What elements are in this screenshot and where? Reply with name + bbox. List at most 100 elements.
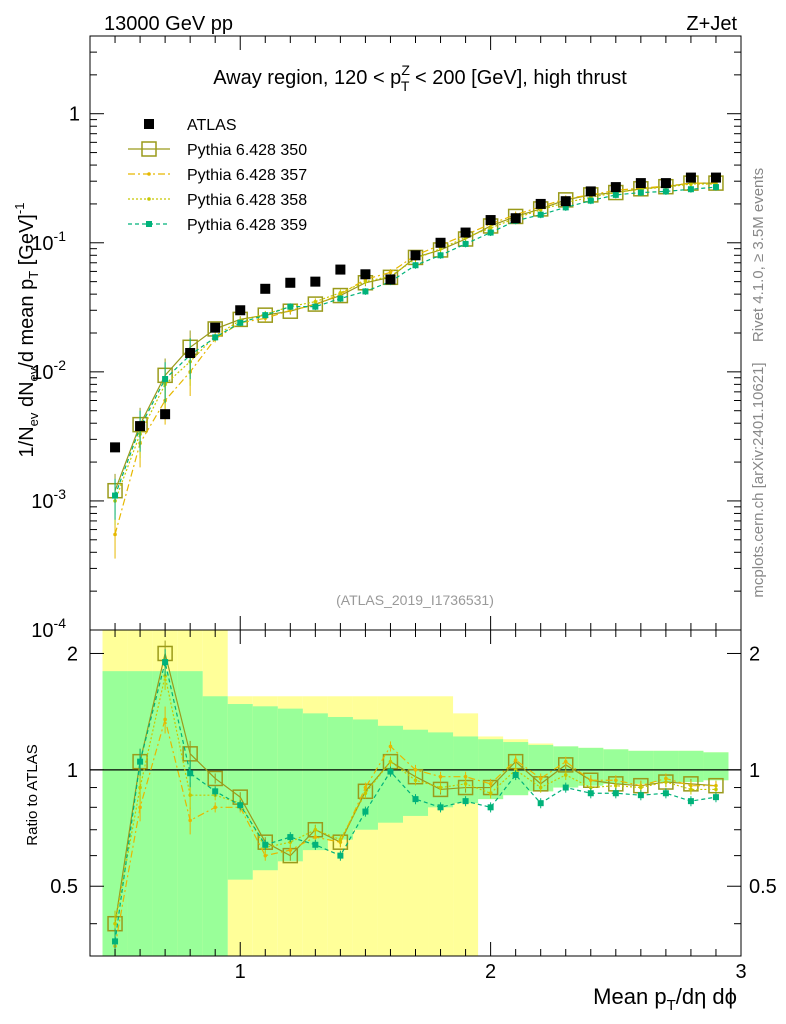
data-point <box>285 277 296 288</box>
series-point-1 <box>332 287 349 304</box>
ratio-point-4 <box>687 798 694 805</box>
ratio-point-4 <box>112 938 119 945</box>
data-point <box>485 215 496 226</box>
ratio-point-3 <box>614 783 618 788</box>
x-tick-label: 3 <box>735 961 746 983</box>
series-point-4 <box>462 240 469 247</box>
data-point <box>185 347 196 358</box>
data-point <box>585 186 596 197</box>
process-label: Z+Jet <box>686 13 737 35</box>
x-tick-label: 2 <box>485 961 496 983</box>
ratio-point-3 <box>538 785 543 790</box>
series-point-4 <box>712 184 719 191</box>
series-point-3 <box>438 246 443 251</box>
ratio-point-2 <box>513 758 518 762</box>
ratio-panel <box>90 630 741 956</box>
ratio-point-4 <box>612 790 619 797</box>
ratio-point-4 <box>412 796 419 803</box>
y-tick-label: 10-3 <box>31 486 66 513</box>
series-point-4 <box>162 376 169 383</box>
ratio-point-2 <box>413 768 418 772</box>
ratio-y-tick-label-right: 2 <box>749 643 760 665</box>
series-point-1 <box>307 296 324 312</box>
y-tick-label: 10-1 <box>31 228 66 255</box>
data-point <box>560 196 571 207</box>
ratio-point-2 <box>614 778 618 783</box>
ratio-y-tick-label-right: 0.5 <box>749 876 777 898</box>
ratio-y-tick-label: 0.5 <box>50 876 78 898</box>
ratio-point-4 <box>637 792 644 799</box>
ratio-point-4 <box>462 798 469 805</box>
series-point-4 <box>412 262 419 269</box>
series-point-4 <box>537 211 544 218</box>
ratio-y-tick-label-right: 1 <box>749 760 760 782</box>
series-point-4 <box>587 197 594 204</box>
ratio-point-4 <box>262 841 269 848</box>
ratio-point-4 <box>587 790 594 797</box>
data-point <box>335 264 346 275</box>
mcplots-credit-label: mcplots.cern.ch [arXiv:2401.10621] <box>750 362 767 597</box>
series-point-3 <box>488 226 493 230</box>
data-point <box>710 172 721 183</box>
data-point <box>385 274 396 285</box>
ratio-point-4 <box>362 808 369 815</box>
series-point-2 <box>113 532 117 537</box>
series-point-3 <box>363 279 368 284</box>
ratio-point-4 <box>562 784 569 791</box>
ratio-point-4 <box>662 790 669 797</box>
ratio-point-4 <box>712 794 719 801</box>
data-point <box>660 178 671 189</box>
data-point <box>160 409 171 420</box>
ratio-point-4 <box>137 758 144 765</box>
ratio-point-2 <box>288 848 293 852</box>
legend-label-4: Pythia 6.428 359 <box>187 217 307 234</box>
ratio-point-2 <box>138 805 142 810</box>
data-point <box>110 442 121 453</box>
ratio-point-4 <box>487 804 494 811</box>
data-point <box>260 283 271 294</box>
series-line-2 <box>114 182 716 535</box>
beam-label: 13000 GeV pp <box>104 13 233 35</box>
ratio-point-3 <box>588 785 593 790</box>
ratio-point-4 <box>212 788 219 795</box>
ratio-point-3 <box>388 759 393 764</box>
ratio-band-inner <box>327 716 353 840</box>
series-point-4 <box>287 303 294 310</box>
series-point-4 <box>112 492 119 499</box>
data-point <box>410 250 421 261</box>
series-point-3 <box>313 299 318 304</box>
data-point <box>435 237 446 248</box>
ratio-point-3 <box>113 921 117 926</box>
legend-marker-3 <box>147 197 151 201</box>
ratio-point-4 <box>237 802 244 809</box>
ratio-point-4 <box>312 841 319 848</box>
ratio-point-3 <box>438 785 443 790</box>
series-point-4 <box>362 288 369 295</box>
y-tick-label: 10-2 <box>31 357 66 384</box>
data-point <box>135 421 146 432</box>
ratio-point-2 <box>188 818 192 823</box>
ratio-point-3 <box>363 791 368 796</box>
series-point-4 <box>687 186 694 193</box>
ratio-point-2 <box>488 782 493 786</box>
series-point-4 <box>262 312 269 319</box>
series-point-4 <box>212 334 219 341</box>
data-point <box>310 276 321 287</box>
legend-marker-1 <box>141 141 157 157</box>
data-point <box>685 172 696 183</box>
data-point <box>535 198 546 209</box>
series-point-2 <box>388 270 393 275</box>
legend-label-atlas: ATLAS <box>187 117 237 134</box>
data-point <box>235 305 246 316</box>
ratio-point-2 <box>563 759 568 764</box>
ratio-point-4 <box>187 770 194 777</box>
main-panel <box>107 172 724 559</box>
ratio-point-3 <box>714 787 718 792</box>
ratio-point-2 <box>538 776 543 781</box>
series-point-4 <box>612 191 619 198</box>
ratio-y-tick-label: 2 <box>67 643 78 665</box>
data-point <box>210 322 221 333</box>
ratio-point-4 <box>162 659 169 666</box>
ratio-band-inner <box>202 696 228 956</box>
